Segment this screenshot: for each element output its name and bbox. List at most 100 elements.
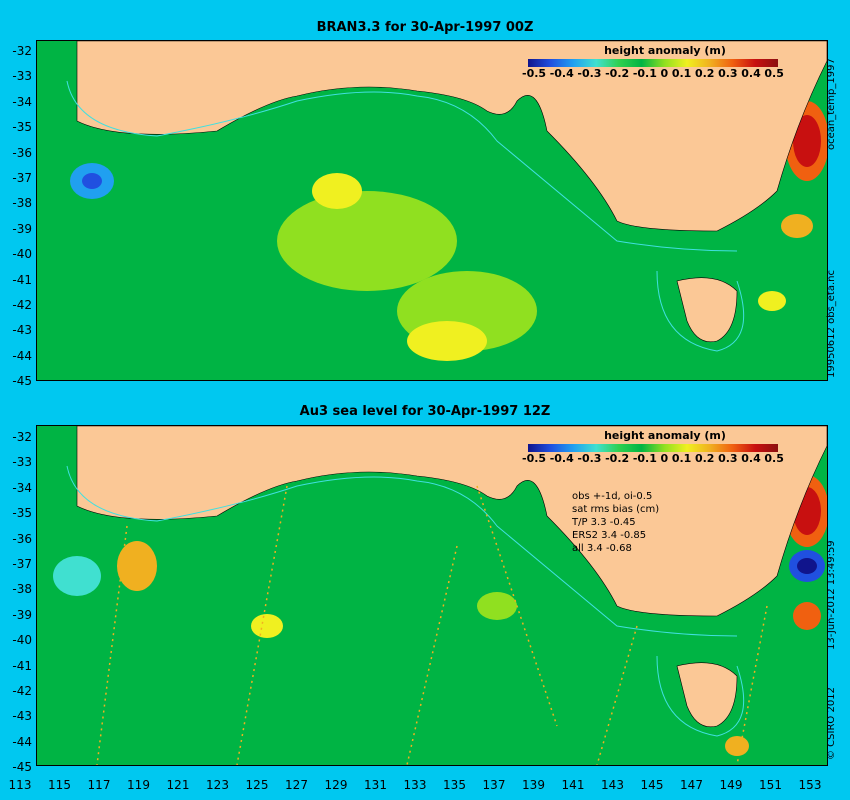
legend-tick: 0.1 bbox=[671, 452, 692, 465]
y-tick-label: -35 bbox=[12, 120, 32, 135]
tasmania-land bbox=[676, 277, 738, 343]
stats-line: sat rms bias (cm) bbox=[572, 504, 660, 515]
x-tick-label: 113 bbox=[8, 778, 32, 792]
y-tick-label: -37 bbox=[12, 557, 32, 571]
legend-tick: -0.5 bbox=[522, 452, 547, 465]
x-tick-label: 143 bbox=[601, 778, 624, 792]
y-tick-label: -40 bbox=[12, 247, 32, 262]
y-tick-label: -42 bbox=[12, 684, 32, 698]
x-tick-label: 123 bbox=[206, 778, 229, 792]
legend-tick: 0.5 bbox=[764, 67, 784, 80]
y-tick-label: -43 bbox=[12, 709, 32, 724]
panel1-title: BRAN3.3 for 30-Apr-1997 00Z bbox=[316, 20, 534, 35]
legend-1: height anomaly (m) -0.5 -0.4 -0.3 -0.2 -… bbox=[520, 44, 784, 80]
australia-land bbox=[76, 41, 827, 232]
legend-tick: -0.4 bbox=[549, 452, 574, 465]
legend-2-colorbar bbox=[528, 444, 778, 452]
x-tick-label: 147 bbox=[680, 778, 703, 792]
shelf-contour bbox=[66, 465, 745, 737]
shelf-contour bbox=[66, 80, 745, 352]
legend-tick: 0.5 bbox=[764, 452, 784, 465]
y-tick-label: -39 bbox=[12, 221, 32, 236]
legend-tick: -0.3 bbox=[577, 67, 602, 80]
panel2-side-label: 13-Jun-2012 13:49:59 bbox=[826, 540, 837, 650]
x-tick-label: 131 bbox=[364, 778, 387, 792]
legend-tick: 0 bbox=[660, 452, 669, 465]
y-tick-label: -36 bbox=[12, 145, 32, 160]
satellite-track bbox=[96, 525, 128, 765]
y-tick-label: -39 bbox=[12, 607, 32, 622]
legend-1-title: height anomaly (m) bbox=[604, 44, 726, 57]
map-panel-1 bbox=[36, 40, 828, 381]
y-tick-label: -36 bbox=[12, 531, 32, 546]
x-tick-label: 145 bbox=[640, 778, 664, 792]
map-1-svg bbox=[37, 41, 827, 380]
satellite-stats: obs +-1d, oi-0.5 sat rms bias (cm) T/P 3… bbox=[572, 490, 659, 555]
panel2-side-label2: © CSIRO 2012 bbox=[826, 687, 837, 760]
legend-tick: 0.2 bbox=[694, 452, 715, 465]
y-tick-label: -45 bbox=[12, 760, 32, 775]
y-tick-label: -37 bbox=[12, 171, 32, 185]
y-tick-label: -33 bbox=[12, 69, 32, 84]
y-tick-label: -41 bbox=[12, 272, 32, 287]
satellite-track bbox=[476, 485, 558, 727]
y-tick-label: -35 bbox=[12, 506, 32, 521]
australia-land bbox=[76, 426, 827, 617]
y-tick-label: -38 bbox=[12, 582, 32, 597]
tasmania-land bbox=[676, 662, 738, 728]
panel2-title: Au3 sea level for 30-Apr-1997 12Z bbox=[299, 404, 551, 419]
y-tick-label: -32 bbox=[12, 44, 32, 58]
x-tick-label: 115 bbox=[48, 778, 71, 792]
x-tick-label: 121 bbox=[166, 778, 190, 792]
legend-tick: 0.4 bbox=[741, 452, 761, 465]
legend-tick: 0.3 bbox=[718, 452, 738, 465]
legend-tick: -0.2 bbox=[605, 452, 630, 465]
legend-2-ticks: -0.5 -0.4 -0.3 -0.2 -0.1 0 0.1 0.2 0.3 0… bbox=[522, 452, 784, 465]
legend-tick: -0.1 bbox=[632, 452, 657, 465]
stats-line: all 3.4 -0.68 bbox=[572, 543, 632, 554]
y-tick-label: -34 bbox=[12, 480, 32, 495]
legend-tick: -0.2 bbox=[605, 67, 630, 80]
legend-tick: 0.2 bbox=[694, 67, 715, 80]
x-tick-label: 151 bbox=[759, 778, 782, 792]
legend-tick: 0 bbox=[660, 67, 669, 80]
legend-tick: -0.5 bbox=[522, 67, 547, 80]
y-tick-label: -44 bbox=[12, 734, 32, 749]
x-tick-label: 127 bbox=[285, 778, 308, 792]
x-tick-label: 129 bbox=[324, 778, 348, 792]
x-tick-label: 119 bbox=[127, 778, 150, 792]
x-tick-label: 125 bbox=[245, 778, 269, 792]
legend-tick: -0.1 bbox=[632, 67, 657, 80]
x-tick-label: 139 bbox=[522, 778, 545, 792]
y-tick-label: -34 bbox=[12, 94, 32, 109]
stats-line: ERS2 3.4 -0.85 bbox=[572, 530, 647, 541]
y-tick-label: -38 bbox=[12, 196, 32, 211]
panel1-side-label: ocean_temp_1997 bbox=[826, 58, 837, 150]
y-tick-label: -44 bbox=[12, 348, 32, 363]
panel1-side-label2: 19950612 obs_eta.nc bbox=[826, 270, 837, 378]
x-tick-label: 149 bbox=[719, 778, 743, 792]
x-tick-label: 135 bbox=[443, 778, 466, 792]
y-tick-label: -45 bbox=[12, 374, 32, 389]
y-tick-label: -32 bbox=[12, 430, 32, 444]
legend-tick: -0.3 bbox=[577, 452, 602, 465]
y-tick-label: -41 bbox=[12, 658, 32, 673]
legend-tick: 0.1 bbox=[671, 67, 692, 80]
legend-1-colorbar bbox=[528, 59, 778, 67]
x-tick-label: 141 bbox=[561, 778, 585, 792]
legend-1-ticks: -0.5 -0.4 -0.3 -0.2 -0.1 0 0.1 0.2 0.3 0… bbox=[522, 67, 784, 80]
y-tick-label: -42 bbox=[12, 298, 32, 312]
legend-tick: -0.4 bbox=[549, 67, 574, 80]
map-2-svg bbox=[37, 426, 827, 765]
stats-line: T/P 3.3 -0.45 bbox=[572, 517, 636, 528]
legend-tick: 0.3 bbox=[718, 67, 738, 80]
x-tick-label: 137 bbox=[482, 778, 506, 792]
y-tick-label: -43 bbox=[12, 323, 32, 338]
map-panel-2 bbox=[36, 425, 828, 766]
legend-2-title: height anomaly (m) bbox=[604, 429, 726, 442]
y-tick-label: -33 bbox=[12, 455, 32, 470]
y-tick-label: -40 bbox=[12, 633, 32, 648]
stats-line: obs +-1d, oi-0.5 bbox=[572, 491, 653, 502]
legend-2: height anomaly (m) -0.5 -0.4 -0.3 -0.2 -… bbox=[520, 429, 784, 465]
x-tick-label: 153 bbox=[798, 778, 822, 792]
